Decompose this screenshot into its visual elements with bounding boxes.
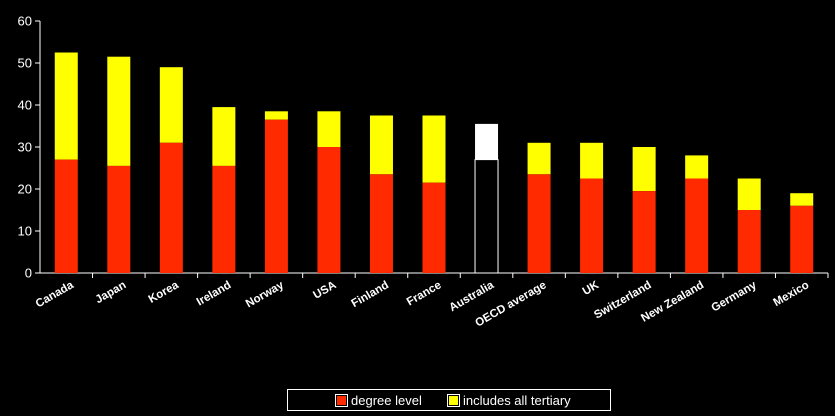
bar-all-tertiary <box>369 115 393 175</box>
bar-degree-level <box>580 178 604 273</box>
x-tick-label: Germany <box>710 279 760 315</box>
bar-all-tertiary <box>54 52 78 160</box>
y-tick-label: 40 <box>18 98 32 113</box>
y-tick-label: 50 <box>18 56 32 71</box>
bar-all-tertiary <box>317 111 341 147</box>
x-tick-label: USA <box>311 279 338 302</box>
legend-item-all-tertiary: includes all tertiary <box>447 393 571 408</box>
bar-all-tertiary <box>527 142 551 175</box>
bar-degree-level <box>54 159 78 273</box>
x-tick-label: Norway <box>244 279 286 310</box>
bar-all-tertiary <box>264 111 288 120</box>
bar-degree-level <box>790 205 814 273</box>
bar-degree-level <box>632 191 656 273</box>
x-tick-label: Mexico <box>771 279 811 309</box>
bar-degree-level <box>107 165 131 273</box>
bar-all-tertiary <box>632 147 656 192</box>
bar-degree-level <box>264 119 288 273</box>
bar-degree-level <box>737 210 761 273</box>
bar-all-tertiary <box>159 67 183 143</box>
legend-swatch-yellow <box>447 394 460 407</box>
bar-degree-level <box>527 174 551 273</box>
y-tick-label: 20 <box>18 182 32 197</box>
x-tick-label: Ireland <box>195 279 234 308</box>
legend-label: degree level <box>351 393 422 408</box>
x-tick-label: Japan <box>94 279 129 306</box>
legend-item-degree-level: degree level <box>335 393 422 408</box>
bar-all-tertiary <box>475 123 499 160</box>
x-tick-label: Korea <box>147 279 182 306</box>
x-tick-label: Finland <box>350 279 391 310</box>
bar-degree-level <box>685 178 709 273</box>
bar-degree-level <box>212 165 236 273</box>
bar-all-tertiary <box>422 115 446 183</box>
bar-all-tertiary <box>212 107 236 166</box>
bar-degree-level <box>159 142 183 273</box>
bar-all-tertiary <box>737 178 761 210</box>
bar-degree-level <box>369 174 393 273</box>
y-tick-label: 60 <box>18 14 32 29</box>
bar-all-tertiary <box>790 193 814 206</box>
x-tick-label: UK <box>581 279 602 298</box>
bar-degree-level <box>317 147 341 273</box>
bar-all-tertiary <box>685 155 709 179</box>
bar-all-tertiary <box>580 142 604 179</box>
y-tick-label: 10 <box>18 224 32 239</box>
x-tick-label: France <box>405 279 444 308</box>
legend: degree level includes all tertiary <box>287 389 611 411</box>
x-tick-label: Canada <box>34 279 76 310</box>
y-tick-label: 30 <box>18 140 32 155</box>
bar-degree-level <box>474 159 499 274</box>
bar-degree-level <box>422 182 446 273</box>
legend-label: includes all tertiary <box>463 393 571 408</box>
y-tick-label: 0 <box>25 266 32 281</box>
bar-all-tertiary <box>107 56 131 166</box>
legend-swatch-red <box>335 394 348 407</box>
